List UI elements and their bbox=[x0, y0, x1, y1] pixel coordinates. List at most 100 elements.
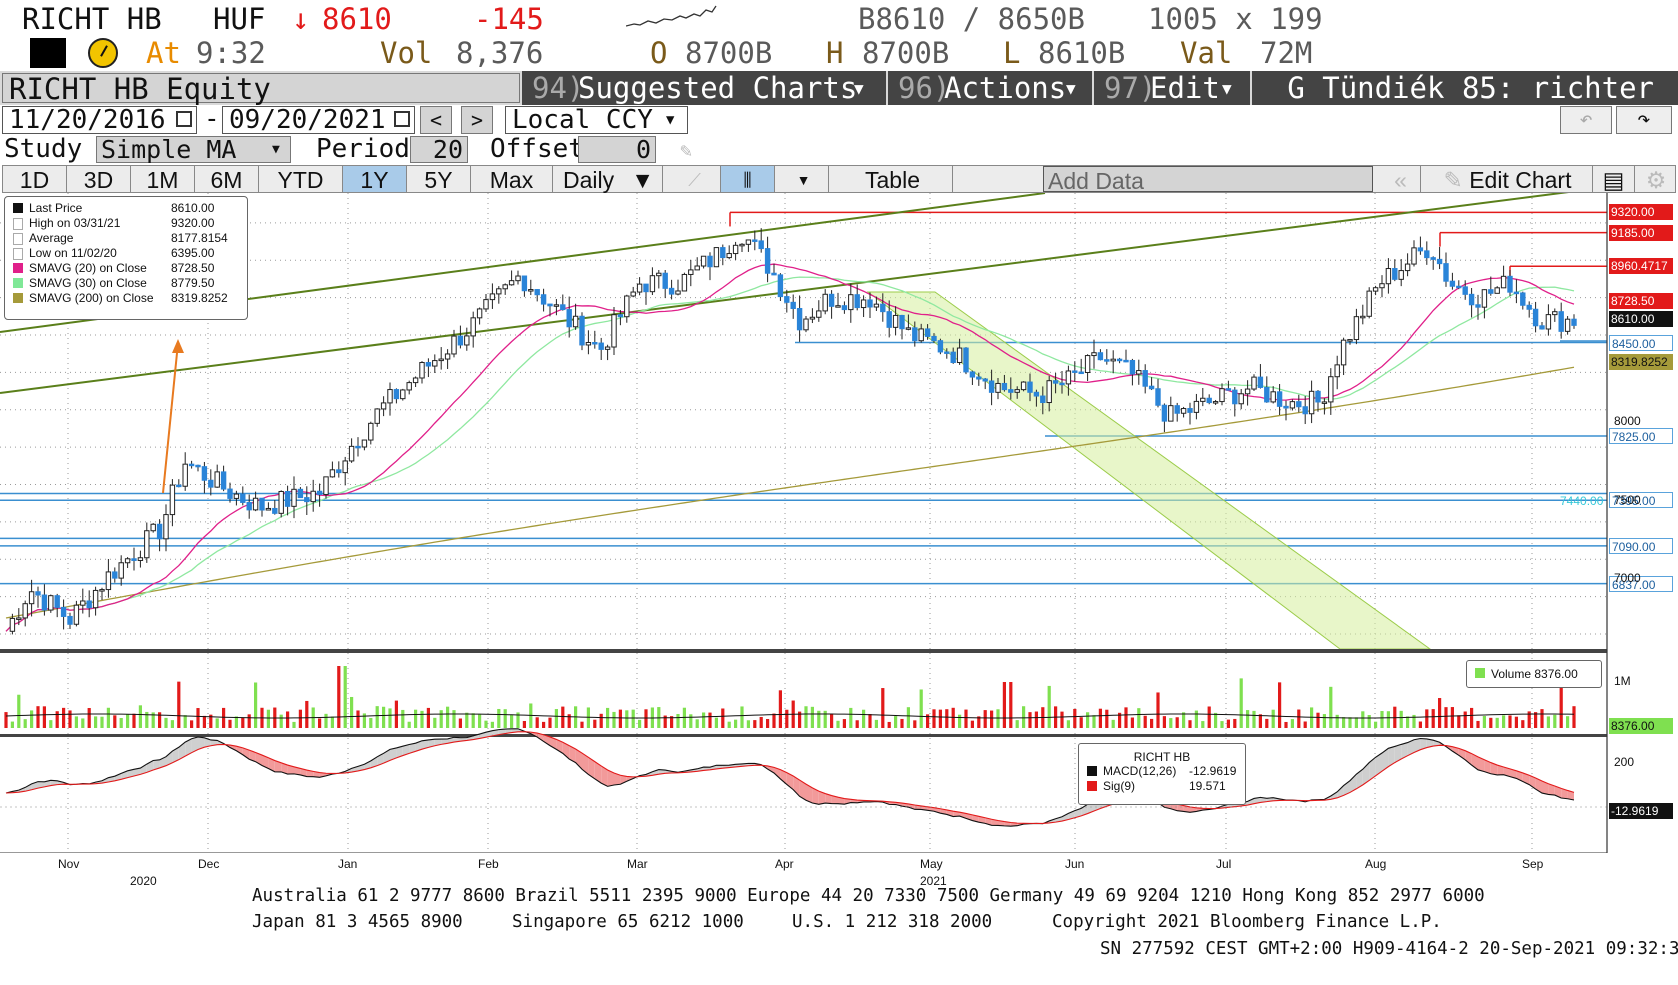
macd-fill bbox=[242, 747, 250, 760]
candle-body bbox=[483, 299, 489, 310]
candle-body bbox=[425, 362, 432, 367]
end-date-field[interactable]: 09/20/2021 bbox=[222, 106, 415, 134]
volume-bar bbox=[1169, 718, 1173, 728]
edit-chart-button[interactable]: ✎ Edit Chart bbox=[1423, 166, 1593, 193]
macd-fill bbox=[153, 759, 160, 770]
start-date-field[interactable]: 11/20/2016 bbox=[2, 106, 197, 134]
range-ytd-button[interactable]: YTD bbox=[259, 166, 343, 193]
range-max-button[interactable]: Max bbox=[471, 166, 553, 193]
range-1m-button[interactable]: 1M bbox=[131, 166, 195, 193]
undo-button[interactable]: ↶ bbox=[1560, 106, 1612, 134]
macd-fill bbox=[185, 738, 192, 757]
macd-fill bbox=[390, 747, 397, 761]
candle-body bbox=[1148, 385, 1155, 390]
macd-fill bbox=[1356, 769, 1363, 789]
legend-value: 8610.00 bbox=[171, 201, 215, 215]
volume-bar bbox=[330, 716, 334, 728]
range-3d-button[interactable]: 3D bbox=[67, 166, 131, 193]
month-label: Dec bbox=[198, 857, 220, 871]
candle-body bbox=[1334, 364, 1340, 378]
speedometer-icon[interactable] bbox=[88, 38, 118, 68]
frequency-select[interactable]: Daily ▼ bbox=[553, 166, 663, 193]
calendar-icon[interactable] bbox=[176, 111, 192, 127]
candle-body bbox=[1264, 386, 1270, 403]
candle-body bbox=[1225, 388, 1232, 391]
chevron-down-icon[interactable]: ▼ bbox=[779, 166, 829, 192]
candle-body bbox=[220, 471, 227, 490]
volume-bar bbox=[1118, 712, 1122, 728]
security-field[interactable]: RICHT HB Equity bbox=[2, 73, 520, 104]
range-6m-button[interactable]: 6M bbox=[195, 166, 259, 193]
volume-bar bbox=[561, 706, 565, 728]
candle-body bbox=[1392, 268, 1398, 280]
candle-body bbox=[700, 255, 707, 267]
volume-bar bbox=[1150, 718, 1154, 728]
candle-body bbox=[611, 314, 617, 348]
volume-bar bbox=[1489, 717, 1493, 728]
offset-input[interactable]: 0 bbox=[578, 136, 656, 163]
volume-bar bbox=[721, 708, 725, 728]
period-input[interactable]: 20 bbox=[410, 136, 468, 163]
volume-bar bbox=[350, 696, 354, 728]
macd-fill bbox=[1522, 772, 1530, 785]
legend-label: Last Price bbox=[29, 201, 83, 215]
calendar-icon[interactable] bbox=[394, 111, 410, 127]
collapse-icon[interactable]: « bbox=[1381, 166, 1421, 193]
currency-select[interactable]: Local CCY bbox=[505, 106, 688, 134]
macd-fill bbox=[249, 750, 256, 762]
macd-fill bbox=[1177, 804, 1184, 812]
prev-period-button[interactable]: < bbox=[420, 106, 452, 134]
candle-body bbox=[176, 484, 182, 488]
volume-bar bbox=[599, 713, 603, 728]
volume-bar bbox=[727, 721, 731, 728]
price-chart[interactable] bbox=[0, 193, 1678, 853]
candle-body bbox=[150, 523, 156, 532]
range-5y-button[interactable]: 5Y bbox=[407, 166, 471, 193]
suggested-charts-menu[interactable]: 94) Suggested Charts ▼ bbox=[522, 71, 886, 105]
edit-menu[interactable]: 97) Edit ▼ bbox=[1094, 71, 1250, 105]
redo-button[interactable]: ↷ bbox=[1616, 106, 1672, 134]
candle-body bbox=[1136, 370, 1142, 375]
candle-body bbox=[816, 310, 822, 318]
volume-bar bbox=[1009, 682, 1013, 728]
line-chart-icon[interactable]: ⟋ bbox=[669, 166, 721, 192]
candle-chart-icon[interactable]: ⫼ bbox=[721, 166, 775, 192]
actions-menu[interactable]: 96) Actions ▼ bbox=[888, 71, 1092, 105]
volume-bar bbox=[1066, 720, 1070, 728]
footer-singapore: Singapore 65 6212 1000 bbox=[512, 912, 744, 932]
candle-body bbox=[1539, 325, 1545, 330]
pencil-icon[interactable]: ✎ bbox=[680, 138, 693, 162]
range-1d-button[interactable]: 1D bbox=[3, 166, 67, 193]
volume-legend[interactable]: Volume 8376.00 bbox=[1466, 660, 1602, 688]
candle-body bbox=[1430, 257, 1436, 260]
month-label: Feb bbox=[478, 857, 499, 871]
legend-swatch bbox=[13, 203, 23, 213]
candle-body bbox=[713, 247, 720, 268]
candle-body bbox=[144, 530, 150, 559]
pencil-icon: ✎ bbox=[1443, 167, 1463, 193]
candle-body bbox=[905, 327, 912, 330]
macd-fill bbox=[1484, 759, 1491, 774]
study-select[interactable]: Simple MA bbox=[96, 136, 291, 163]
macd-fill bbox=[1414, 738, 1421, 753]
macd-legend[interactable]: RICHT HB MACD(12,26) -12.9619 Sig(9) 19.57… bbox=[1078, 743, 1246, 805]
candle-body bbox=[92, 589, 99, 609]
macd-fill bbox=[1062, 813, 1069, 822]
chart-legend[interactable]: Last Price 8610.00 High on 03/31/21 9320.00… bbox=[4, 196, 248, 320]
range-1y-button[interactable]: 1Y bbox=[343, 166, 407, 193]
candle-body bbox=[1552, 311, 1558, 316]
chart-settings-icon[interactable]: ▤ bbox=[1593, 166, 1635, 193]
candle-body bbox=[547, 303, 553, 307]
candle-body bbox=[470, 317, 476, 337]
macd-fill bbox=[1567, 790, 1574, 801]
gear-icon[interactable]: ⚙ bbox=[1645, 167, 1667, 193]
volume-bar bbox=[1559, 683, 1563, 728]
footer-japan: Japan 81 3 4565 8900 bbox=[252, 912, 463, 932]
add-data-input[interactable]: Add Data bbox=[1043, 166, 1373, 194]
candle-body bbox=[1014, 389, 1020, 393]
next-period-button[interactable]: > bbox=[461, 106, 493, 134]
table-button[interactable]: Table bbox=[833, 166, 953, 193]
volume-bar bbox=[932, 709, 936, 728]
volume-bar bbox=[1470, 707, 1474, 728]
price-axis-label: 8450.00 bbox=[1609, 334, 1673, 351]
